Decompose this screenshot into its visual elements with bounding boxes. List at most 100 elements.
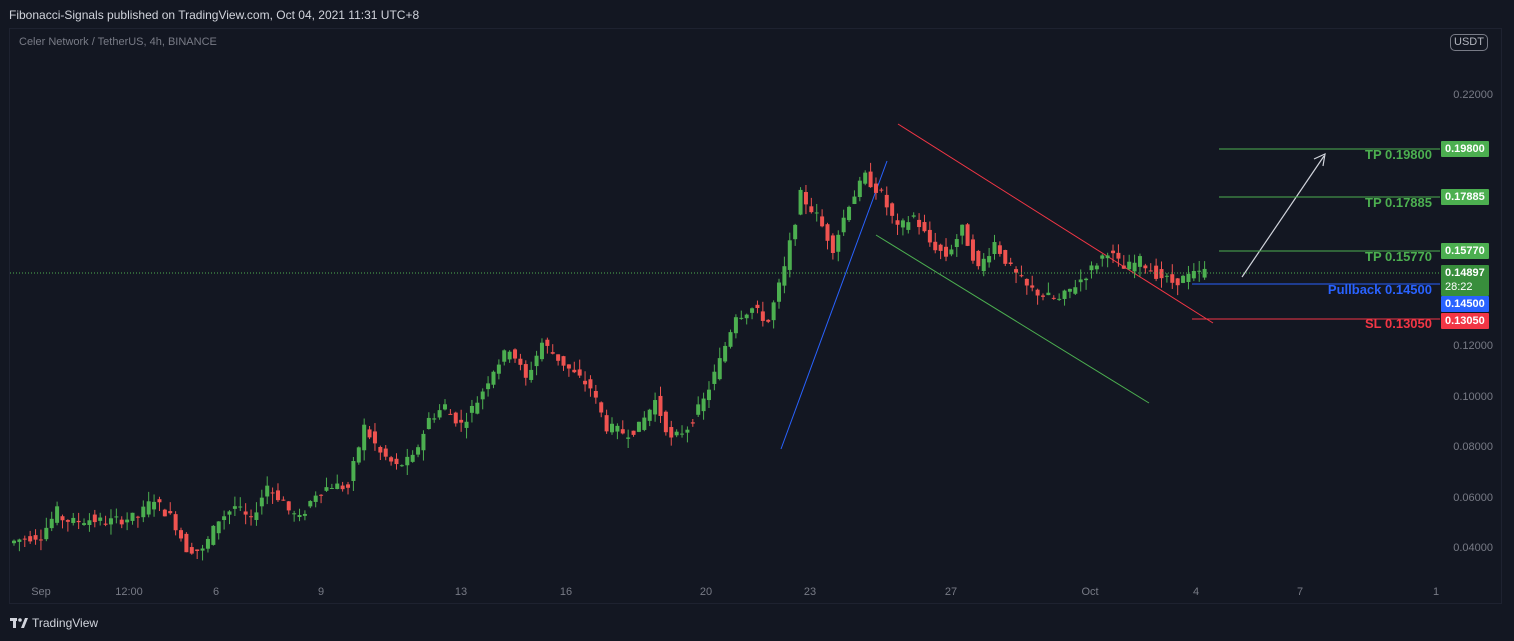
candle-body bbox=[782, 266, 787, 286]
candle-body bbox=[491, 371, 496, 385]
candle-body bbox=[119, 519, 124, 525]
candle-body bbox=[1197, 270, 1202, 272]
candle-body bbox=[852, 196, 857, 205]
candle-body bbox=[1164, 275, 1169, 277]
candle-body bbox=[610, 423, 614, 433]
candle-body bbox=[793, 224, 798, 240]
candle-body bbox=[1057, 298, 1062, 300]
candle-body bbox=[954, 239, 959, 248]
candle-body bbox=[809, 206, 814, 213]
candle-body bbox=[690, 422, 695, 424]
candle-body bbox=[1121, 265, 1126, 269]
currency-badge[interactable]: USDT bbox=[1450, 34, 1488, 51]
candle-body bbox=[723, 345, 728, 362]
candle-body bbox=[44, 527, 49, 540]
candle-body bbox=[680, 433, 685, 435]
candle-body bbox=[87, 520, 92, 526]
candle-body bbox=[108, 518, 113, 525]
candle-body bbox=[1100, 255, 1105, 259]
candle-body bbox=[157, 499, 162, 503]
candle-body bbox=[825, 224, 830, 241]
price-badge-sl[interactable]: 0.13050 bbox=[1441, 313, 1489, 329]
price-badge-tp[interactable]: 0.15770 bbox=[1441, 243, 1489, 259]
current-price-badge[interactable]: 0.14897 28:22 bbox=[1441, 265, 1489, 296]
candle-body bbox=[604, 415, 609, 432]
candle-body bbox=[130, 512, 135, 521]
candle-body bbox=[787, 240, 792, 270]
tradingview-brand: TradingView bbox=[32, 616, 99, 630]
candle-body bbox=[405, 456, 410, 466]
candle-body bbox=[911, 215, 916, 217]
candle-body bbox=[211, 525, 216, 545]
price-badge-pullback[interactable]: 0.14500 bbox=[1441, 296, 1489, 312]
candle-body bbox=[200, 548, 205, 551]
candle-body bbox=[873, 183, 878, 193]
candle-body bbox=[556, 354, 561, 361]
candle-body bbox=[114, 516, 119, 518]
candle-body bbox=[367, 429, 372, 438]
candle-body bbox=[469, 405, 474, 413]
candle-body bbox=[448, 413, 453, 415]
candle-body bbox=[76, 520, 81, 523]
candle-body bbox=[642, 417, 647, 430]
candle-body bbox=[566, 364, 571, 369]
candle-body bbox=[1089, 265, 1094, 271]
candle-body bbox=[733, 317, 738, 334]
candle-body bbox=[346, 484, 351, 488]
level-label-tp: TP 0.17885 bbox=[1365, 195, 1432, 210]
trendlines bbox=[780, 123, 1326, 450]
candle-body bbox=[513, 349, 518, 359]
candle-body bbox=[895, 220, 900, 225]
candle-body bbox=[760, 311, 765, 321]
candle-body bbox=[1084, 278, 1089, 281]
price-badge-tp[interactable]: 0.19800 bbox=[1441, 141, 1489, 157]
candle-body bbox=[55, 506, 60, 523]
candle-body bbox=[534, 355, 539, 367]
candle-body bbox=[38, 539, 43, 541]
candle-body bbox=[480, 391, 485, 400]
candle-body bbox=[944, 246, 949, 257]
level-label-sl: SL 0.13050 bbox=[1365, 316, 1432, 331]
candle-body bbox=[340, 485, 345, 490]
candle-body bbox=[437, 410, 442, 418]
candle-body bbox=[636, 421, 641, 432]
level-label-tp: TP 0.15770 bbox=[1365, 249, 1432, 264]
candle-body bbox=[410, 454, 415, 462]
candle-body bbox=[847, 206, 852, 221]
candle-body bbox=[550, 352, 555, 354]
price-badge-tp[interactable]: 0.17885 bbox=[1441, 189, 1489, 205]
candle-body bbox=[1191, 270, 1196, 279]
candle-body bbox=[674, 431, 679, 436]
candle-body bbox=[841, 217, 846, 233]
candle-body bbox=[917, 219, 922, 228]
candle-body bbox=[701, 398, 706, 412]
candle-body bbox=[28, 536, 33, 542]
candle-body bbox=[777, 282, 782, 302]
candle-body bbox=[906, 222, 911, 230]
publish-bar: Fibonacci-Signals published on TradingVi… bbox=[0, 0, 1514, 28]
candle-body bbox=[1062, 290, 1067, 299]
tradingview-logo[interactable]: TradingView bbox=[10, 616, 98, 630]
candle-body bbox=[135, 516, 140, 518]
x-tick-label: 27 bbox=[945, 586, 957, 598]
candle-body bbox=[766, 319, 771, 322]
y-tick-label: 0.22000 bbox=[1453, 89, 1493, 101]
chart-panel[interactable] bbox=[9, 28, 1502, 604]
current-price-value: 0.14897 bbox=[1445, 267, 1485, 279]
candle-body bbox=[416, 447, 421, 455]
candle-body bbox=[771, 302, 776, 321]
symbol-title[interactable]: Celer Network / TetherUS, 4h, BINANCE bbox=[19, 36, 217, 48]
candle-body bbox=[22, 538, 27, 540]
candle-body bbox=[884, 194, 889, 208]
candle-body bbox=[857, 180, 862, 198]
candle-body bbox=[313, 495, 318, 502]
candle-body bbox=[992, 242, 997, 255]
candle-body bbox=[933, 241, 938, 251]
candle-body bbox=[168, 511, 173, 514]
candle-body bbox=[970, 239, 975, 261]
candle-body bbox=[222, 516, 227, 520]
candle-body bbox=[162, 509, 167, 517]
candle-body bbox=[663, 411, 668, 433]
candle-body bbox=[356, 447, 361, 463]
